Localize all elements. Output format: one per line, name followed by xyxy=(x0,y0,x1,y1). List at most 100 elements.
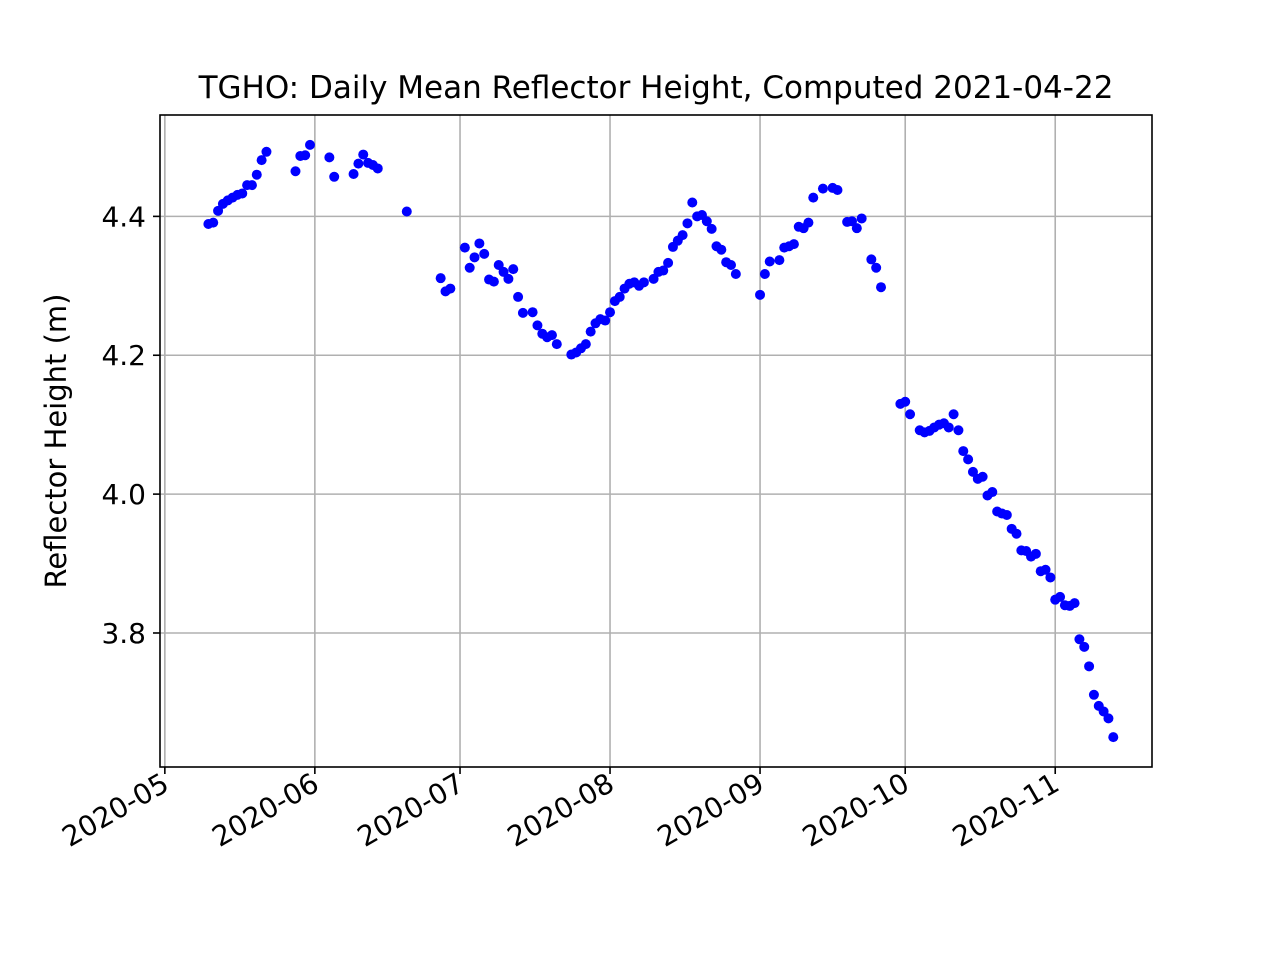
plot-area-frame xyxy=(159,114,1153,768)
data-point xyxy=(493,259,504,270)
data-point xyxy=(445,283,456,294)
x-tick-label: 2020-08 xyxy=(502,766,620,853)
data-point xyxy=(1103,713,1114,724)
data-point xyxy=(435,273,446,284)
data-point xyxy=(658,265,669,276)
data-point xyxy=(948,409,959,420)
data-point xyxy=(832,184,843,195)
data-point xyxy=(305,139,316,150)
data-point xyxy=(237,188,248,199)
data-point xyxy=(1045,572,1056,583)
data-point xyxy=(580,339,591,350)
y-axis-label: Reflector Height (m) xyxy=(39,294,73,589)
data-point xyxy=(300,150,311,161)
x-tick-label: 2020-11 xyxy=(947,766,1065,853)
data-point xyxy=(716,244,727,255)
data-point xyxy=(1079,641,1090,652)
data-point xyxy=(261,146,272,157)
data-point xyxy=(977,471,988,482)
data-point xyxy=(1011,528,1022,539)
data-point xyxy=(546,330,557,341)
data-point xyxy=(329,171,340,182)
data-point xyxy=(648,273,659,284)
data-point xyxy=(290,166,301,177)
data-point xyxy=(1088,689,1099,700)
y-tick-label: 4.2 xyxy=(101,339,146,372)
x-tick-label: 2020-07 xyxy=(352,766,470,853)
data-point xyxy=(600,315,611,326)
y-tick-label: 4.4 xyxy=(101,200,146,233)
data-point xyxy=(256,155,267,166)
data-point xyxy=(846,216,857,227)
data-point xyxy=(677,230,688,241)
data-point xyxy=(958,446,969,457)
chart-title: TGHO: Daily Mean Reflector Height, Compu… xyxy=(198,70,1114,106)
data-point xyxy=(508,264,519,275)
grid-lines xyxy=(160,115,1152,767)
data-point xyxy=(324,152,335,163)
data-point xyxy=(774,255,785,266)
data-point xyxy=(817,183,828,194)
data-point xyxy=(353,158,364,169)
data-point xyxy=(459,242,470,253)
data-point xyxy=(871,262,882,273)
x-tick-label: 2020-06 xyxy=(207,766,325,853)
data-point xyxy=(208,217,219,228)
data-point xyxy=(605,307,616,318)
data-point xyxy=(1074,634,1085,645)
data-point xyxy=(474,238,485,249)
data-point xyxy=(1084,661,1095,672)
data-point xyxy=(488,276,499,287)
y-tick-label: 4.0 xyxy=(101,478,146,511)
data-point xyxy=(358,149,369,160)
data-point xyxy=(953,425,964,436)
x-tick-label: 2020-10 xyxy=(797,766,915,853)
data-point xyxy=(469,252,480,263)
data-point xyxy=(963,454,974,465)
data-point xyxy=(1055,591,1066,602)
data-point xyxy=(503,273,514,284)
data-point xyxy=(663,257,674,268)
data-point xyxy=(464,262,475,273)
axis-ticks: 2020-05 2020-06 2020-07 2020-08 2020-09 2020-… xyxy=(57,200,1065,853)
x-tick-label: 2020-09 xyxy=(652,766,770,853)
data-points xyxy=(203,139,1119,743)
data-point xyxy=(532,320,543,331)
data-point xyxy=(808,192,819,203)
data-point xyxy=(1098,706,1109,717)
data-point xyxy=(687,197,698,208)
data-point xyxy=(638,277,649,288)
data-point xyxy=(517,307,528,318)
data-point xyxy=(1069,598,1080,609)
data-point xyxy=(682,218,693,229)
data-point xyxy=(251,169,262,180)
data-point xyxy=(764,256,775,267)
x-tick-label: 2020-05 xyxy=(57,766,175,853)
y-tick-label: 3.8 xyxy=(101,617,146,650)
data-point xyxy=(246,180,257,191)
data-point xyxy=(905,409,916,420)
data-point xyxy=(726,259,737,270)
data-point xyxy=(730,269,741,280)
data-point xyxy=(585,326,596,337)
data-point xyxy=(551,339,562,350)
data-point xyxy=(943,422,954,433)
data-point xyxy=(372,163,383,174)
data-point xyxy=(851,223,862,234)
data-point xyxy=(1030,548,1041,559)
data-point xyxy=(803,217,814,228)
data-point xyxy=(1108,732,1119,743)
data-point xyxy=(213,205,224,216)
data-point xyxy=(614,291,625,302)
data-point xyxy=(900,396,911,407)
data-point xyxy=(1001,509,1012,520)
data-point xyxy=(513,291,524,302)
data-point xyxy=(706,223,717,234)
data-point xyxy=(788,239,799,250)
data-point xyxy=(479,248,490,259)
data-point xyxy=(1040,564,1051,575)
data-point xyxy=(856,213,867,224)
data-point xyxy=(866,254,877,265)
data-point xyxy=(759,269,770,280)
